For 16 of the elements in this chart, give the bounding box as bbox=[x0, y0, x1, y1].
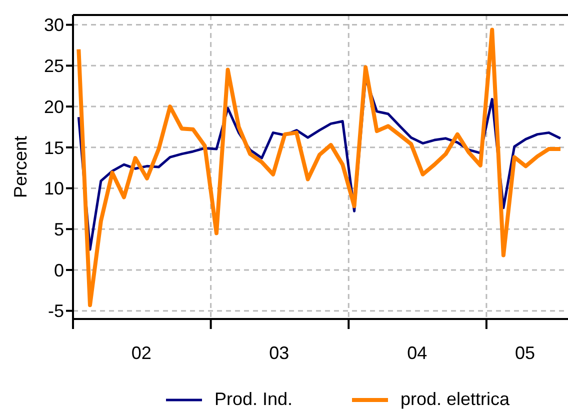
y-axis-title: Percent bbox=[10, 136, 30, 198]
x-tick-label: 02 bbox=[131, 343, 152, 363]
y-tick-label: 20 bbox=[44, 96, 64, 117]
y-tick-label: 15 bbox=[44, 138, 64, 158]
line-series bbox=[76, 28, 562, 308]
legend-label: prod. elettrica bbox=[400, 389, 510, 410]
y-tick-label: 10 bbox=[44, 178, 64, 199]
x-tick-label: 04 bbox=[407, 343, 428, 363]
x-tick-label: 03 bbox=[269, 343, 290, 363]
y-tick-label: -5 bbox=[48, 301, 64, 322]
x-tick-label: 05 bbox=[514, 343, 535, 363]
y-tick-label: 30 bbox=[44, 15, 64, 36]
y-tick-label: 5 bbox=[54, 220, 64, 240]
y-tick-label: 0 bbox=[54, 260, 64, 280]
legend-label: Prod. Ind. bbox=[214, 389, 292, 410]
y-tick-label: 25 bbox=[44, 56, 64, 76]
